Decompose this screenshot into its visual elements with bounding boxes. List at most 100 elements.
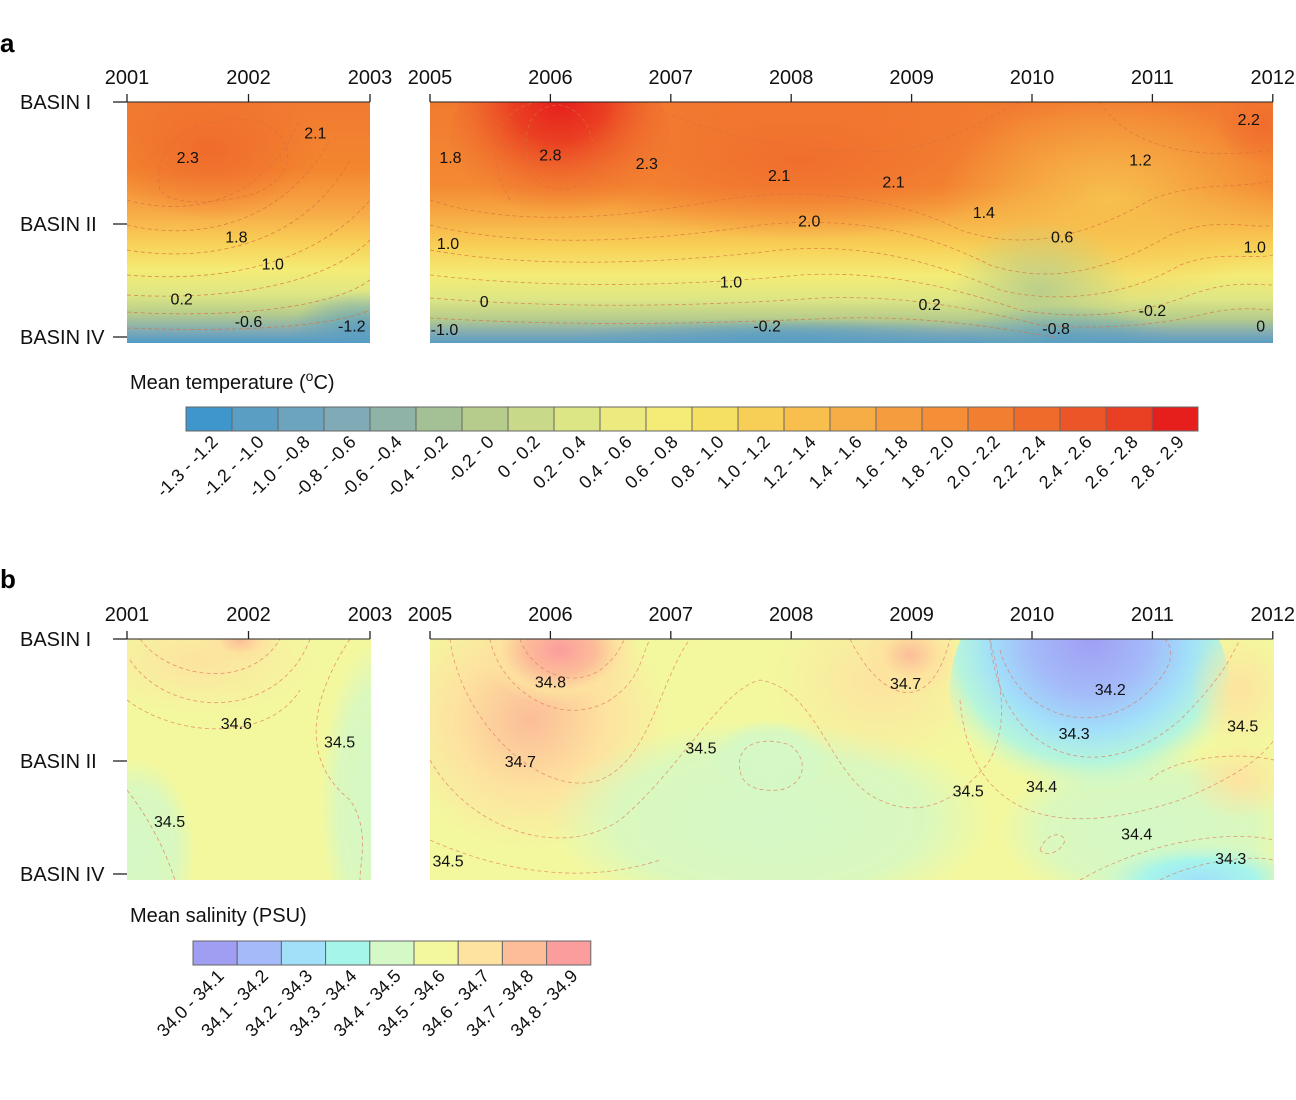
- contour-label: 34.3: [1059, 726, 1090, 743]
- contour-label: 1.4: [973, 205, 995, 222]
- legend-swatch: [507, 406, 555, 432]
- temperature-heatmap-left: [127, 102, 370, 343]
- x-tick-label: 2006: [528, 604, 573, 626]
- contour-label: 34.5: [1227, 719, 1258, 736]
- contour-label: 34.7: [890, 676, 921, 693]
- legend-swatch: [546, 940, 592, 966]
- panel-letter-b: b: [0, 564, 16, 594]
- legend-swatch: [185, 406, 233, 432]
- y-tick-label: BASIN II: [20, 751, 97, 773]
- panel-a-x-axis: 2001 2002 2003 2005 2006 2007 2008 2009 2010 2011…: [105, 67, 1296, 103]
- legend-label: -0.2 - 0: [443, 432, 497, 486]
- legend-swatch: [599, 406, 647, 432]
- legend-swatch: [236, 940, 282, 966]
- panel-b-x-axis: 2001 2002 2003 2005 2006 2007 2008 2009 2010 2011…: [105, 604, 1295, 640]
- x-tick-label: 2003: [348, 67, 393, 89]
- legend-swatch: [829, 406, 877, 432]
- contour-label: 1.8: [225, 229, 247, 246]
- contour-label: 0: [1256, 319, 1265, 336]
- contour-label: 1.0: [1244, 240, 1266, 257]
- contour-label: 34.6: [221, 716, 252, 733]
- contour-label: 2.3: [636, 156, 658, 173]
- legend-swatch: [325, 940, 371, 966]
- legend-swatch: [413, 940, 459, 966]
- contour-label: 0: [480, 294, 489, 311]
- contour-label: -0.2: [753, 319, 781, 336]
- x-tick-label: 2003: [348, 604, 393, 626]
- legend-swatch: [280, 940, 327, 966]
- legend-swatch: [645, 406, 693, 432]
- legend-swatch: [415, 406, 463, 432]
- contour-label: 34.7: [505, 754, 536, 771]
- temperature-legend: -1.3 - -1.2-1.2 - -1.0-1.0 - -0.8-0.8 - …: [153, 406, 1199, 501]
- contour-label: 2.1: [304, 126, 326, 143]
- legend-swatch: [875, 406, 923, 432]
- contour-label: 34.2: [1095, 682, 1126, 699]
- contour-label: 1.0: [262, 257, 284, 274]
- contour-label: 0.2: [919, 297, 941, 314]
- contour-label: 2.3: [177, 150, 199, 167]
- x-tick-label: 2010: [1010, 67, 1055, 89]
- contour-label: 0.2: [171, 292, 193, 309]
- legend-swatch: [323, 406, 371, 432]
- legend-swatch: [967, 406, 1015, 432]
- x-tick-label: 2008: [769, 604, 814, 626]
- y-tick-label: BASIN IV: [20, 327, 105, 349]
- x-tick-label: 2002: [226, 67, 271, 89]
- legend-swatch: [461, 406, 509, 432]
- legend-swatch: [783, 406, 831, 432]
- contour-label: 1.8: [439, 150, 461, 167]
- legend-swatch: [1013, 406, 1061, 432]
- contour-label: 34.8: [535, 675, 566, 692]
- legend-swatch: [501, 940, 548, 966]
- temperature-heatmap-right: [430, 102, 1273, 343]
- legend-swatch: [737, 406, 785, 432]
- contour-label: 34.5: [324, 734, 355, 751]
- contour-label: -0.6: [235, 314, 263, 331]
- legend-swatch: [277, 406, 325, 432]
- contour-label: 34.5: [432, 853, 463, 870]
- contour-label: 2.0: [798, 213, 820, 230]
- legend-swatch: [1151, 406, 1199, 432]
- x-tick-label: 2010: [1010, 604, 1055, 626]
- contour-label: -0.2: [1139, 303, 1167, 320]
- legend-swatch: [369, 940, 415, 966]
- panel-b-contour-labels: 34.6 34.5 34.5 34.8 34.7 34.5 34.5 34.7 34.2 34.3…: [154, 675, 1258, 871]
- contour-label: 34.4: [1121, 826, 1152, 843]
- contour-label: 34.4: [1026, 779, 1057, 796]
- y-tick-label: BASIN I: [20, 629, 91, 651]
- x-tick-label: 2001: [105, 67, 150, 89]
- legend-swatch: [691, 406, 739, 432]
- contour-label: 0.6: [1051, 229, 1073, 246]
- legend-swatch: [921, 406, 969, 432]
- x-tick-label: 2007: [649, 67, 694, 89]
- panel-letter-a: a: [0, 28, 15, 58]
- legend-swatch: [1059, 406, 1107, 432]
- salinity-legend-title: Mean salinity (PSU): [130, 905, 307, 927]
- contour-label: 2.1: [768, 168, 790, 185]
- x-tick-label: 2009: [889, 67, 934, 89]
- contour-label: 34.3: [1215, 851, 1246, 868]
- legend-swatch: [1105, 406, 1153, 432]
- contour-label: 34.5: [685, 741, 716, 758]
- x-tick-label: 2001: [105, 604, 150, 626]
- contour-label: 34.5: [154, 814, 185, 831]
- x-tick-label: 2012: [1251, 67, 1296, 89]
- panel-a-y-axis: BASIN I BASIN II BASIN IV: [20, 92, 127, 349]
- panel-a-contour-labels: 2.3 2.1 1.8 1.0 0.2 -0.6 -1.2 1.8 2.8 2.3 2.1 2.1 2.…: [171, 112, 1266, 339]
- contour-label: 1.0: [720, 275, 742, 292]
- x-tick-label: 2007: [649, 604, 694, 626]
- contour-label: 1.2: [1129, 152, 1151, 169]
- contour-label: -0.8: [1042, 321, 1070, 338]
- temperature-legend-title: Mean temperature (oC): [130, 368, 335, 394]
- x-tick-label: 2011: [1131, 604, 1174, 626]
- legend-swatch: [192, 940, 238, 966]
- salinity-heatmap-left: [127, 639, 371, 880]
- x-tick-label: 2005: [408, 604, 453, 626]
- x-tick-label: 2005: [408, 67, 453, 89]
- y-tick-label: BASIN IV: [20, 864, 105, 886]
- legend-swatch: [457, 940, 503, 966]
- legend-swatch: [553, 406, 601, 432]
- y-tick-label: BASIN II: [20, 214, 97, 236]
